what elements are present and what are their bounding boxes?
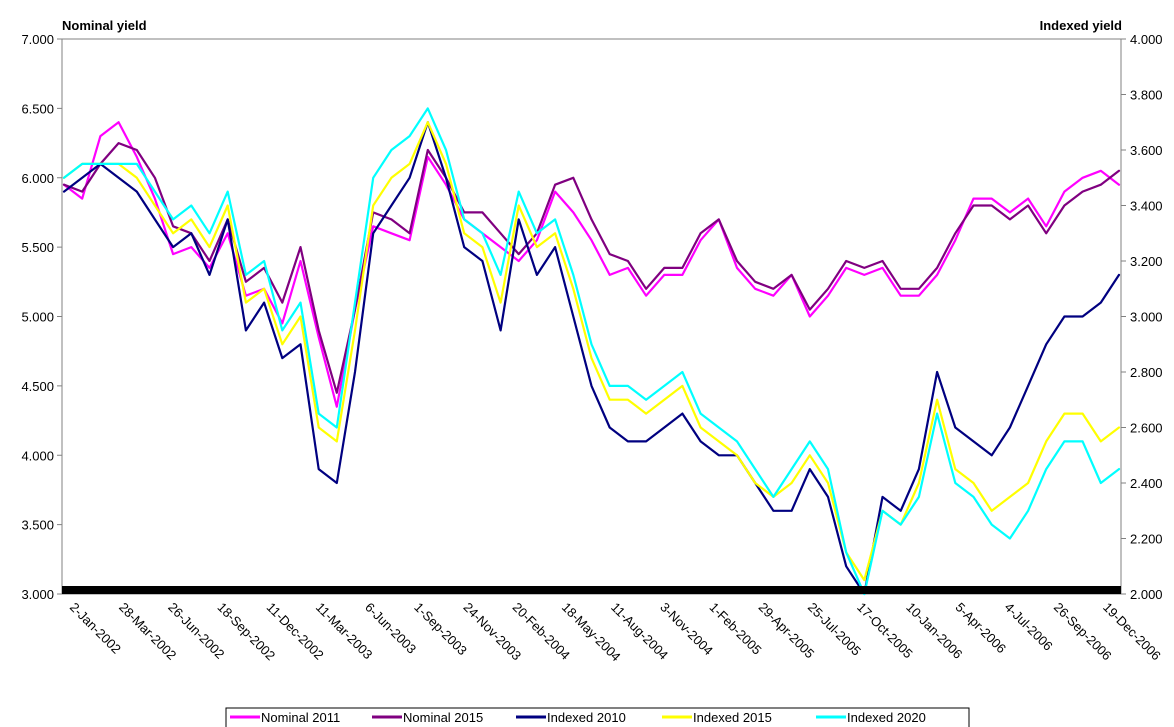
left-tick-label: 5.000	[21, 310, 54, 325]
right-tick-label: 4.000	[1130, 32, 1163, 47]
right-tick-label: 3.000	[1130, 310, 1163, 325]
legend-label: Indexed 2010	[547, 710, 626, 725]
right-tick-label: 3.800	[1130, 88, 1163, 103]
x-axis: 2-Jan-200228-Mar-200226-Jun-200218-Sep-2…	[62, 586, 1164, 664]
legend-label: Indexed 2015	[693, 710, 772, 725]
right-tick-label: 2.600	[1130, 421, 1163, 436]
series-line-4	[62, 107, 1121, 596]
legend-label: Nominal 2011	[261, 710, 340, 725]
left-tick-label: 6.000	[21, 171, 54, 186]
right-tick-label: 3.600	[1130, 143, 1163, 158]
series-line-3	[62, 121, 1121, 582]
series-lines	[62, 107, 1121, 596]
right-tick-label: 2.800	[1130, 365, 1163, 380]
left-axis-title: Nominal yield	[62, 18, 147, 33]
right-tick-label: 2.400	[1130, 476, 1163, 491]
right-axis-title: Indexed yield	[1040, 18, 1122, 33]
x-tick-label: 1-Feb-2005	[706, 600, 764, 658]
left-tick-label: 4.000	[21, 448, 54, 463]
left-tick-label: 7.000	[21, 32, 54, 47]
left-axis: 3.000 3.500 4.000 4.500 5.000 5.500 6.000 6.500…	[21, 32, 62, 602]
x-tick-label: 4-Jul-2006	[1002, 600, 1056, 654]
x-axis-band	[62, 586, 1121, 594]
legend: Nominal 2011 Nominal 2015 Indexed 2010 Inde…	[225, 707, 970, 727]
left-tick-label: 3.000	[21, 587, 54, 602]
series-line-0	[62, 121, 1121, 408]
series-line-1	[62, 142, 1121, 394]
legend-label: Indexed 2020	[847, 710, 926, 725]
legend-label: Nominal 2015	[403, 710, 483, 725]
legend-box	[225, 707, 970, 727]
left-tick-label: 3.500	[21, 518, 54, 533]
plot-frame	[61, 38, 1122, 595]
left-tick-label: 4.500	[21, 379, 54, 394]
right-tick-label: 3.400	[1130, 199, 1163, 214]
right-axis: 2.000 2.200 2.400 2.600 2.800 3.000 3.200 3.400…	[1121, 32, 1163, 602]
right-tick-label: 2.000	[1130, 587, 1163, 602]
right-tick-label: 2.200	[1130, 532, 1163, 547]
x-tick-label: 2-Jan-2002	[67, 600, 124, 657]
right-tick-label: 3.200	[1130, 254, 1163, 269]
left-tick-label: 5.500	[21, 240, 54, 255]
series-line-2	[62, 121, 1121, 596]
left-tick-label: 6.500	[21, 101, 54, 116]
